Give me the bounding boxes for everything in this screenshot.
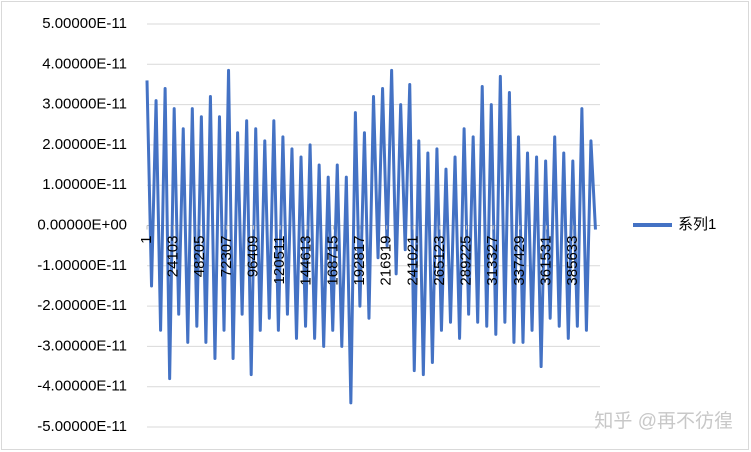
y-tick-label: 2.00000E-11 (42, 136, 127, 153)
x-tick-label: 361531 (537, 236, 554, 286)
y-tick-label: -2.00000E-11 (37, 297, 127, 314)
y-tick-label: 1.00000E-11 (42, 176, 127, 193)
x-tick-label: 48205 (191, 236, 208, 278)
x-tick-label: 72307 (218, 236, 235, 278)
x-tick-label: 289225 (458, 235, 475, 285)
x-tick-label: 24103 (165, 236, 182, 278)
x-tick-label: 1 (138, 236, 155, 244)
x-tick-label: 241021 (404, 236, 421, 286)
x-tick-label: 192817 (351, 236, 368, 286)
watermark: 知乎 @再不彷徨 (594, 410, 733, 432)
y-tick-label: -3.00000E-11 (37, 337, 127, 354)
x-tick-label: 96409 (244, 236, 261, 278)
series-line (145, 68, 597, 405)
x-tick-label: 265123 (431, 236, 448, 286)
x-tick-label: 313327 (484, 236, 501, 286)
x-tick-label: 337429 (511, 236, 528, 286)
y-tick-label: 3.00000E-11 (42, 96, 127, 113)
y-tick-label: 0.00000E+00 (37, 216, 127, 233)
y-tick-label: -5.00000E-11 (37, 418, 127, 435)
y-tick-label: 5.00000E-11 (42, 15, 127, 32)
y-tick-label: 4.00000E-11 (42, 55, 127, 72)
x-tick-label: 216919 (378, 236, 395, 286)
y-tick-label: -1.00000E-11 (37, 257, 127, 274)
x-tick-label: 144613 (298, 236, 315, 286)
legend-label: 系列1 (678, 216, 716, 233)
x-tick-label: 385633 (564, 236, 581, 286)
y-tick-label: -4.00000E-11 (37, 378, 127, 395)
x-tick-label: 120511 (271, 236, 288, 285)
x-tick-label: 168715 (324, 236, 341, 286)
